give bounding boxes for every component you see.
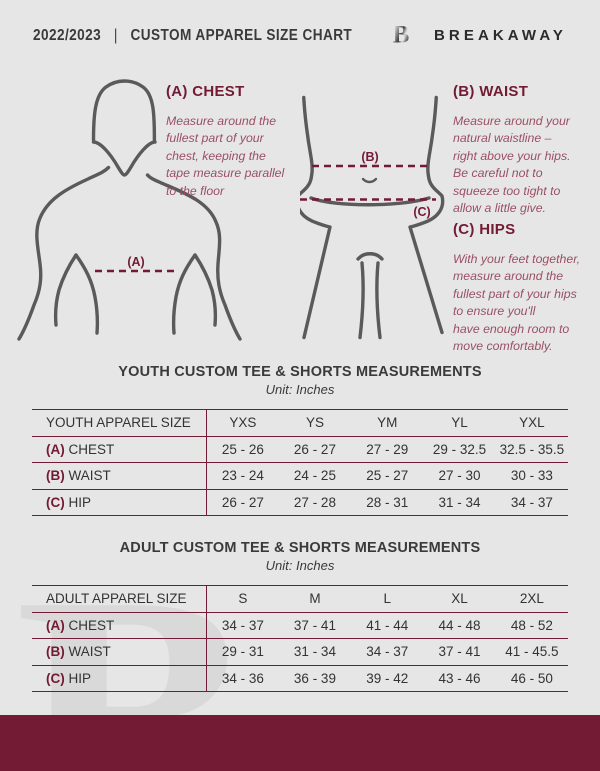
svg-text:(B): (B): [361, 150, 378, 164]
svg-text:(C): (C): [413, 205, 430, 219]
svg-text:B: B: [393, 22, 410, 49]
svg-text:(A): (A): [127, 255, 144, 269]
